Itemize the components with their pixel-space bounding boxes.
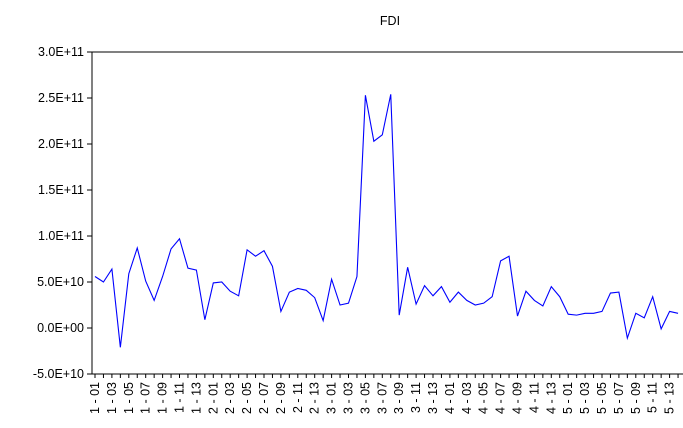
x-tick-label: 5 - 05	[595, 382, 609, 414]
x-tick-label: 3 - 11	[409, 382, 423, 413]
y-tick-label: 1.0E+11	[38, 229, 84, 243]
x-tick-label: 2 - 07	[257, 382, 271, 414]
x-tick-label: 4 - 09	[511, 382, 525, 414]
y-tick-label: 2.0E+11	[38, 137, 84, 151]
x-tick-label: 3 - 03	[342, 382, 356, 414]
x-tick-label: 2 - 13	[308, 382, 322, 414]
y-tick-label: -5.0E+10	[33, 367, 84, 381]
x-tick-label: 4 - 01	[443, 382, 457, 414]
x-tick-label: 4 - 05	[477, 382, 491, 414]
x-tick-label: 2 - 03	[223, 382, 237, 414]
x-tick-label: 3 - 05	[358, 382, 372, 414]
data-line	[94, 94, 679, 348]
x-tick-label: 5 - 11	[646, 382, 660, 413]
y-tick-label: 0.0E+00	[37, 321, 84, 335]
x-tick-label: 2 - 09	[274, 382, 288, 414]
y-tick-label: 2.5E+11	[38, 91, 84, 105]
x-tick-label: 5 - 07	[612, 382, 626, 414]
y-tick-label: 3.0E+11	[38, 45, 84, 59]
x-tick-label: 5 - 03	[578, 382, 592, 414]
x-tick-label: 4 - 07	[494, 382, 508, 414]
x-tick-label: 5 - 01	[561, 382, 575, 414]
x-tick-label: 3 - 01	[325, 382, 339, 414]
x-tick-label: 1 - 13	[189, 382, 203, 414]
x-tick-label: 4 - 03	[460, 382, 474, 414]
x-tick-label: 2 - 11	[291, 382, 305, 413]
x-tick-label: 3 - 09	[392, 382, 406, 414]
x-tick-label: 1 - 09	[156, 382, 170, 414]
x-tick-label: 3 - 13	[426, 382, 440, 414]
x-tick-label: 1 - 05	[122, 382, 136, 414]
x-tick-label: 5 - 13	[663, 382, 677, 414]
x-tick-label: 1 - 03	[105, 382, 119, 414]
x-tick-label: 2 - 05	[240, 382, 254, 414]
x-tick-label: 5 - 09	[629, 382, 643, 414]
x-tick-label: 3 - 07	[375, 382, 389, 414]
chart-title: FDI	[380, 14, 400, 28]
x-tick-label: 1 - 11	[173, 382, 187, 413]
y-tick-label: 5.0E+10	[37, 275, 84, 289]
x-tick-label: 4 - 13	[544, 382, 558, 414]
y-tick-label: 1.5E+11	[38, 183, 84, 197]
x-tick-label: 1 - 07	[139, 382, 153, 414]
x-tick-label: 1 - 01	[88, 382, 102, 414]
x-tick-label: 4 - 11	[527, 382, 541, 413]
x-tick-label: 2 - 01	[206, 382, 220, 414]
